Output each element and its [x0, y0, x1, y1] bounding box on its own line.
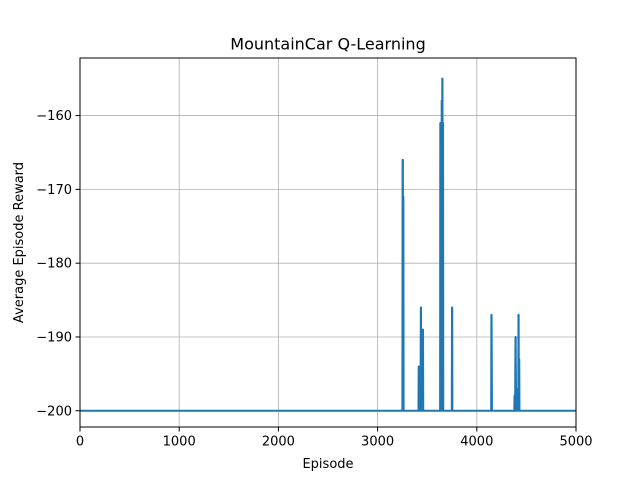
grid-lines	[79, 58, 577, 427]
x-tick-label: 4000	[460, 435, 493, 450]
plot-background	[80, 58, 576, 427]
x-tick-label: 5000	[559, 435, 592, 450]
y-axis-label: Average Episode Reward	[12, 162, 27, 323]
x-tick-label: 3000	[361, 435, 394, 450]
y-tick-label: −160	[36, 109, 72, 124]
plot-frame	[79, 57, 577, 428]
series-line-group	[80, 77, 576, 412]
y-axis-ticks: −200 −190 −180 −170 −160	[36, 109, 80, 419]
x-axis-ticks: 0 1000 2000 3000 4000 5000	[76, 427, 593, 450]
x-axis-label: Episode	[302, 457, 353, 472]
y-tick-label: −180	[36, 257, 72, 272]
series-line	[80, 77, 576, 412]
x-tick-label: 1000	[163, 435, 196, 450]
x-tick-label: 2000	[262, 435, 295, 450]
y-tick-label: −190	[36, 330, 72, 345]
chart-title: MountainCar Q-Learning	[230, 35, 425, 54]
x-tick-label: 0	[76, 435, 84, 450]
y-tick-label: −200	[36, 404, 72, 419]
y-tick-label: −170	[36, 183, 72, 198]
